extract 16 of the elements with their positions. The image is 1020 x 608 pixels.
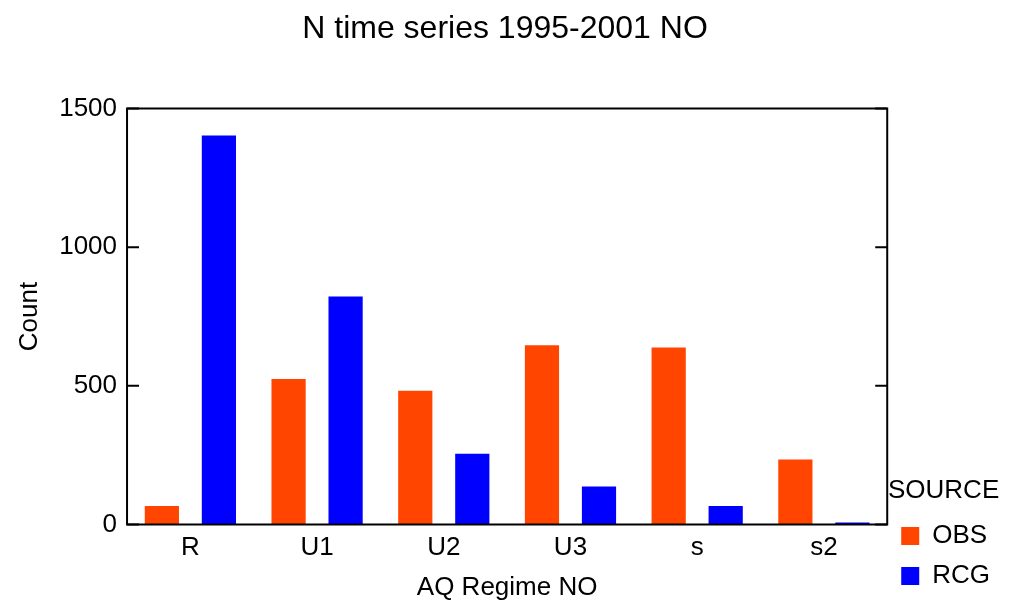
x-tick-label: U1	[300, 531, 334, 562]
y-tick-label: 1000	[59, 230, 118, 261]
x-tick-label: R	[181, 531, 200, 562]
x-tick-label: U3	[553, 531, 588, 562]
x-tick-label: s2	[810, 531, 838, 562]
legend-label: RCG	[932, 559, 990, 590]
y-tick-label: 500	[73, 369, 118, 400]
legend-title: SOURCE	[887, 473, 1000, 504]
legend-label: OBS	[932, 519, 988, 550]
y-tick-label: 0	[102, 507, 118, 538]
y-axis-title: Count	[12, 281, 43, 352]
chart-title: N time series 1995-2001 NO	[302, 9, 708, 46]
x-tick-label: s	[690, 531, 704, 562]
y-tick-label: 1500	[59, 91, 118, 122]
x-tick-label: U2	[427, 531, 461, 562]
x-axis-title: AQ Regime NO	[416, 570, 598, 601]
